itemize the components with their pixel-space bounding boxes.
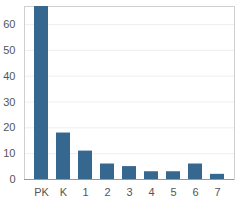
svg-text:20: 20 [3,121,15,133]
svg-text:50: 50 [3,44,15,56]
svg-text:K: K [60,186,68,198]
svg-text:3: 3 [126,186,132,198]
svg-text:1: 1 [82,186,88,198]
svg-text:PK: PK [34,186,49,198]
svg-text:0: 0 [9,173,15,185]
svg-text:2: 2 [104,186,110,198]
svg-text:6: 6 [192,186,198,198]
svg-text:30: 30 [3,96,15,108]
svg-text:40: 40 [3,70,15,82]
svg-text:7: 7 [214,186,220,198]
svg-text:5: 5 [170,186,176,198]
svg-text:60: 60 [3,18,15,30]
svg-text:4: 4 [148,186,154,198]
svg-text:10: 10 [3,147,15,159]
